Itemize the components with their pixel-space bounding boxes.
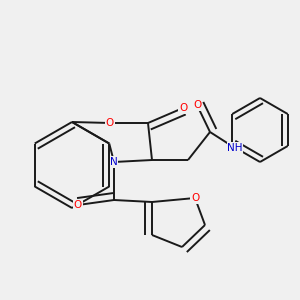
Text: O: O <box>191 193 199 203</box>
Text: O: O <box>179 103 187 113</box>
Text: O: O <box>193 100 201 110</box>
Text: N: N <box>110 157 118 167</box>
Text: O: O <box>106 118 114 128</box>
Text: O: O <box>74 200 82 210</box>
Text: NH: NH <box>227 143 243 153</box>
